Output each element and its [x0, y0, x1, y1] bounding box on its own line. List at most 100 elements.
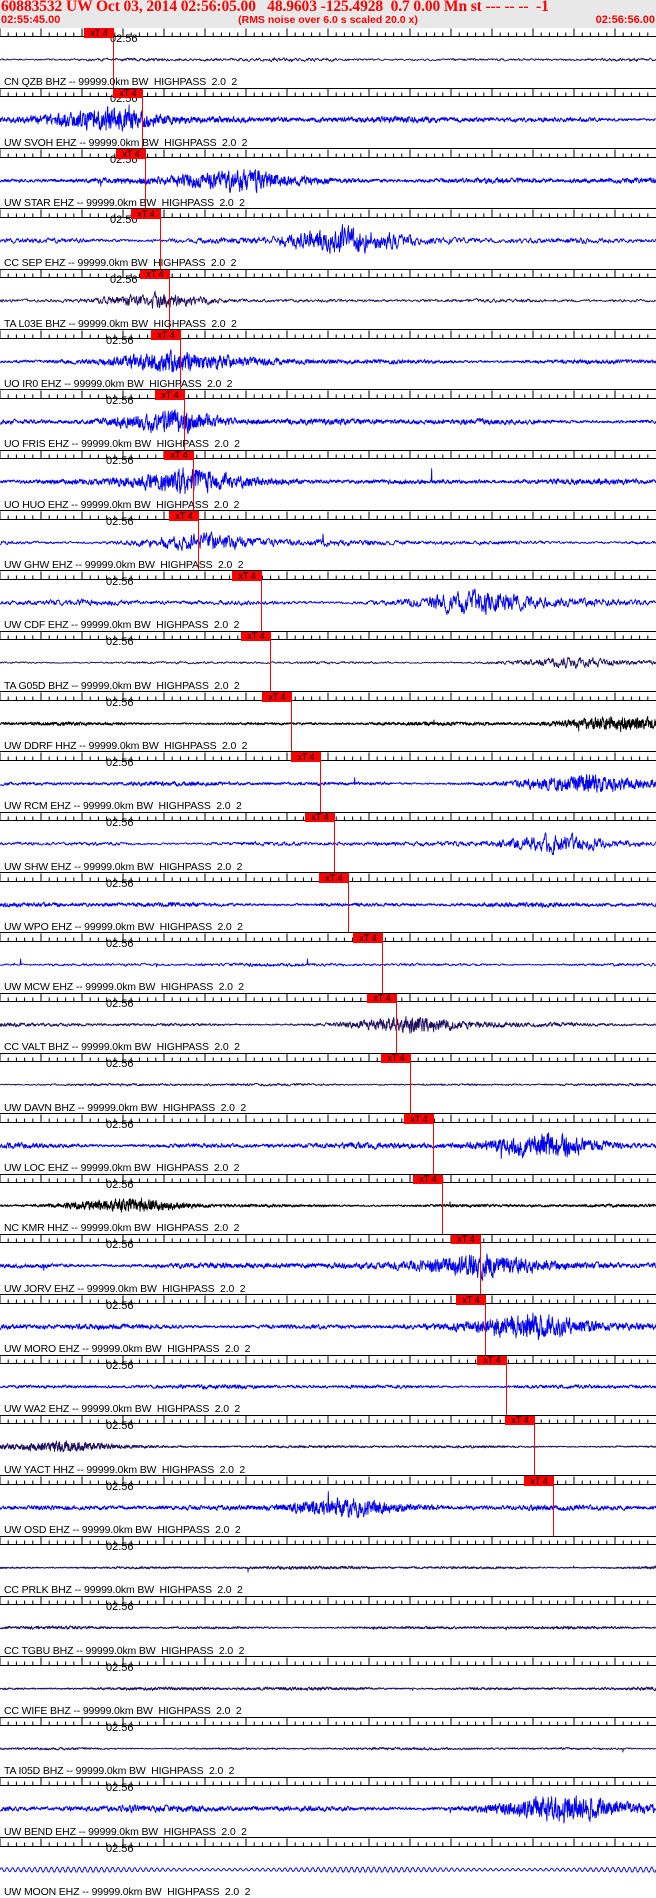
- trace-row[interactable]: 02:56 xT 4 UO HUO EHZ -- 99999.0km BW HIGH…: [0, 450, 656, 511]
- waveform-moro[interactable]: [0, 1310, 656, 1343]
- phase-pick-marker[interactable]: xT 4: [291, 751, 321, 762]
- waveform-g05d[interactable]: [0, 646, 656, 679]
- trace-row[interactable]: 02:56 xT 4 UW DAVN BHZ -- 99999.0km BW HIG…: [0, 1053, 656, 1114]
- trace-row[interactable]: 02:56 xT 4 UW SHW EHZ -- 99999.0km BW HIGH…: [0, 812, 656, 873]
- waveform-mcw[interactable]: [0, 948, 656, 981]
- phase-pick-marker[interactable]: xT 4: [164, 450, 194, 461]
- waveform-ir0[interactable]: [0, 345, 656, 378]
- station-label[interactable]: UW DAVN BHZ -- 99999.0km BW HIGHPASS 2.0…: [4, 1101, 247, 1114]
- phase-pick-marker[interactable]: xT 4: [456, 1294, 486, 1305]
- trace-row[interactable]: 02:56 xT 4 UW YACT HHZ -- 99999.0km BW HIG…: [0, 1415, 656, 1476]
- station-label[interactable]: UW DDRF HHZ -- 99999.0km BW HIGHPASS 2.0…: [4, 739, 248, 752]
- station-label[interactable]: UW OSD EHZ -- 99999.0km BW HIGHPASS 2.0 …: [4, 1524, 241, 1537]
- waveform-wife[interactable]: [0, 1672, 656, 1705]
- waveform-moon[interactable]: [0, 1853, 656, 1886]
- station-label[interactable]: CC PRLK BHZ -- 99999.0km BW HIGHPASS 2.0…: [4, 1584, 243, 1597]
- trace-row[interactable]: 02:56 xT 4 TA L03E BHZ -- 99999.0km BW HIG…: [0, 269, 656, 330]
- phase-pick-marker[interactable]: xT 4: [84, 28, 114, 38]
- station-label[interactable]: UW WA2 EHZ -- 99999.0km BW HIGHPASS 2.0 …: [4, 1403, 241, 1416]
- station-label[interactable]: UW SHW EHZ -- 99999.0km BW HIGHPASS 2.0 …: [4, 860, 243, 873]
- phase-pick-marker[interactable]: xT 4: [404, 1113, 434, 1124]
- phase-pick-marker[interactable]: xT 4: [524, 1475, 554, 1486]
- station-label[interactable]: UW LOC EHZ -- 99999.0km BW HIGHPASS 2.0 …: [4, 1162, 240, 1175]
- waveform-huo[interactable]: [0, 465, 656, 498]
- waveform-l03e[interactable]: [0, 284, 656, 317]
- trace-row[interactable]: 02:56 CC WIFE BHZ -- 99999.0km BW HIGHPAS…: [0, 1656, 656, 1718]
- phase-pick-marker[interactable]: xT 4: [305, 812, 335, 823]
- phase-pick-marker[interactable]: xT 4: [413, 1174, 443, 1185]
- station-label[interactable]: TA G05D BHZ -- 99999.0km BW HIGHPASS 2.0…: [4, 679, 240, 692]
- trace-row[interactable]: 02:56 xT 4 UW GHW EHZ -- 99999.0km BW HIGH…: [0, 510, 656, 571]
- station-label[interactable]: UW YACT HHZ -- 99999.0km BW HIGHPASS 2.0…: [4, 1463, 246, 1476]
- trace-row[interactable]: 02:56 xT 4 CC VALT BHZ -- 99999.0km BW HIG…: [0, 993, 656, 1054]
- station-label[interactable]: UO IR0 EHZ -- 99999.0km BW HIGHPASS 2.0 …: [4, 377, 233, 390]
- phase-pick-marker[interactable]: xT 4: [353, 932, 383, 943]
- phase-pick-marker[interactable]: xT 4: [116, 148, 146, 159]
- trace-row[interactable]: 02:56 xT 4 UW STAR EHZ -- 99999.0km BW HIG…: [0, 148, 656, 209]
- station-label[interactable]: UW CDF EHZ -- 99999.0km BW HIGHPASS 2.0 …: [4, 619, 240, 632]
- station-label[interactable]: CC VALT BHZ -- 99999.0km BW HIGHPASS 2.0…: [4, 1041, 240, 1054]
- station-label[interactable]: UW GHW EHZ -- 99999.0km BW HIGHPASS 2.0 …: [4, 558, 244, 571]
- trace-row[interactable]: 02:56 UW MOON EHZ -- 99999.0km BW HIGHPAS…: [0, 1837, 656, 1898]
- waveform-valt[interactable]: [0, 1008, 656, 1041]
- station-label[interactable]: UW JORV EHZ -- 99999.0km BW HIGHPASS 2.0…: [4, 1282, 246, 1295]
- station-label[interactable]: UW STAR EHZ -- 99999.0km BW HIGHPASS 2.0…: [4, 196, 245, 209]
- trace-row[interactable]: 02:56 xT 4 UW JORV EHZ -- 99999.0km BW HIG…: [0, 1234, 656, 1295]
- waveform-jorv[interactable]: [0, 1249, 656, 1282]
- trace-row[interactable]: 02:56 xT 4 CC SEP EHZ -- 99999.0km BW HIGH…: [0, 208, 656, 270]
- waveform-rcm[interactable]: [0, 767, 656, 800]
- trace-row[interactable]: 02:56 xT 4 UO FRIS EHZ -- 99999.0km BW HIG…: [0, 389, 656, 451]
- phase-pick-marker[interactable]: xT 4: [113, 88, 143, 99]
- trace-row[interactable]: 02:56 xT 4 UO IR0 EHZ -- 99999.0km BW HIGH…: [0, 329, 656, 390]
- trace-row[interactable]: 02:56 CC PRLK BHZ -- 99999.0km BW HIGHPAS…: [0, 1536, 656, 1597]
- waveform-star[interactable]: [0, 164, 656, 197]
- phase-pick-marker[interactable]: xT 4: [505, 1415, 535, 1426]
- waveform-ddrf[interactable]: [0, 707, 656, 740]
- trace-row[interactable]: 02:56 CC TGBU BHZ -- 99999.0km BW HIGHPAS…: [0, 1596, 656, 1657]
- phase-pick-marker[interactable]: xT 4: [367, 993, 397, 1004]
- trace-row[interactable]: 02:56 xT 4 UW SVOH EHZ -- 99999.0km BW HIG…: [0, 88, 656, 149]
- phase-pick-marker[interactable]: xT 4: [241, 631, 271, 642]
- trace-row[interactable]: 02:56 xT 4 UW DDRF HHZ -- 99999.0km BW HIG…: [0, 691, 656, 752]
- waveform-shw[interactable]: [0, 827, 656, 860]
- station-label[interactable]: UW MCW EHZ -- 99999.0km BW HIGHPASS 2.0 …: [4, 981, 245, 994]
- station-label[interactable]: UW WPO EHZ -- 99999.0km BW HIGHPASS 2.0 …: [4, 920, 243, 933]
- phase-pick-marker[interactable]: xT 4: [451, 1234, 481, 1245]
- station-label[interactable]: CC TGBU BHZ -- 99999.0km BW HIGHPASS 2.0…: [4, 1644, 245, 1657]
- waveform-i05d[interactable]: [0, 1732, 656, 1765]
- phase-pick-marker[interactable]: xT 4: [319, 872, 349, 883]
- station-label[interactable]: TA L03E BHZ -- 99999.0km BW HIGHPASS 2.0…: [4, 317, 237, 330]
- waveform-bend[interactable]: [0, 1792, 656, 1825]
- waveform-qzb[interactable]: [0, 43, 656, 76]
- waveform-sep[interactable]: [0, 224, 656, 257]
- trace-row[interactable]: 02:56 xT 4 TA G05D BHZ -- 99999.0km BW HIG…: [0, 631, 656, 692]
- waveform-kmr[interactable]: [0, 1189, 656, 1222]
- waveform-osd[interactable]: [0, 1490, 656, 1524]
- station-label[interactable]: CN QZB BHZ -- 99999.0km BW HIGHPASS 2.0 …: [4, 76, 238, 89]
- waveform-prlk[interactable]: [0, 1551, 656, 1584]
- station-label[interactable]: UW MOON EHZ -- 99999.0km BW HIGHPASS 2.0…: [4, 1885, 251, 1898]
- station-label[interactable]: UW MORO EHZ -- 99999.0km BW HIGHPASS 2.0…: [4, 1343, 251, 1356]
- phase-pick-marker[interactable]: xT 4: [381, 1053, 411, 1064]
- waveform-ghw[interactable]: [0, 526, 656, 559]
- phase-pick-marker[interactable]: xT 4: [155, 389, 185, 400]
- trace-row[interactable]: 02:56 xT 4 CN QZB BHZ -- 99999.0km BW HIGH…: [0, 28, 656, 89]
- waveform-wpo[interactable]: [0, 888, 656, 921]
- trace-row[interactable]: 02:56 TA I05D BHZ -- 99999.0km BW HIGHPAS…: [0, 1717, 656, 1778]
- trace-row[interactable]: 02:56 xT 4 UW CDF EHZ -- 99999.0km BW HIGH…: [0, 570, 656, 632]
- trace-row[interactable]: 02:56 xT 4 UW MCW EHZ -- 99999.0km BW HIGH…: [0, 932, 656, 994]
- station-label[interactable]: UW RCM EHZ -- 99999.0km BW HIGHPASS 2.0 …: [4, 800, 242, 813]
- station-label[interactable]: UW BEND EHZ -- 99999.0km BW HIGHPASS 2.0…: [4, 1825, 247, 1838]
- phase-pick-marker[interactable]: xT 4: [262, 691, 292, 702]
- station-label[interactable]: NC KMR HHZ -- 99999.0km BW HIGHPASS 2.0 …: [4, 1222, 240, 1235]
- waveform-wa2[interactable]: [0, 1370, 656, 1403]
- phase-pick-marker[interactable]: xT 4: [151, 329, 181, 340]
- trace-row[interactable]: 02:56 xT 4 UW LOC EHZ -- 99999.0km BW HIGH…: [0, 1113, 656, 1175]
- waveform-fris[interactable]: [0, 405, 656, 438]
- waveform-tgbu[interactable]: [0, 1611, 656, 1644]
- waveform-loc[interactable]: [0, 1129, 656, 1162]
- trace-row[interactable]: 02:56 xT 4 NC KMR HHZ -- 99999.0km BW HIGH…: [0, 1174, 656, 1235]
- phase-pick-marker[interactable]: xT 4: [140, 269, 170, 280]
- trace-row[interactable]: 02:56 xT 4 UW RCM EHZ -- 99999.0km BW HIGH…: [0, 751, 656, 813]
- waveform-davn[interactable]: [0, 1068, 656, 1101]
